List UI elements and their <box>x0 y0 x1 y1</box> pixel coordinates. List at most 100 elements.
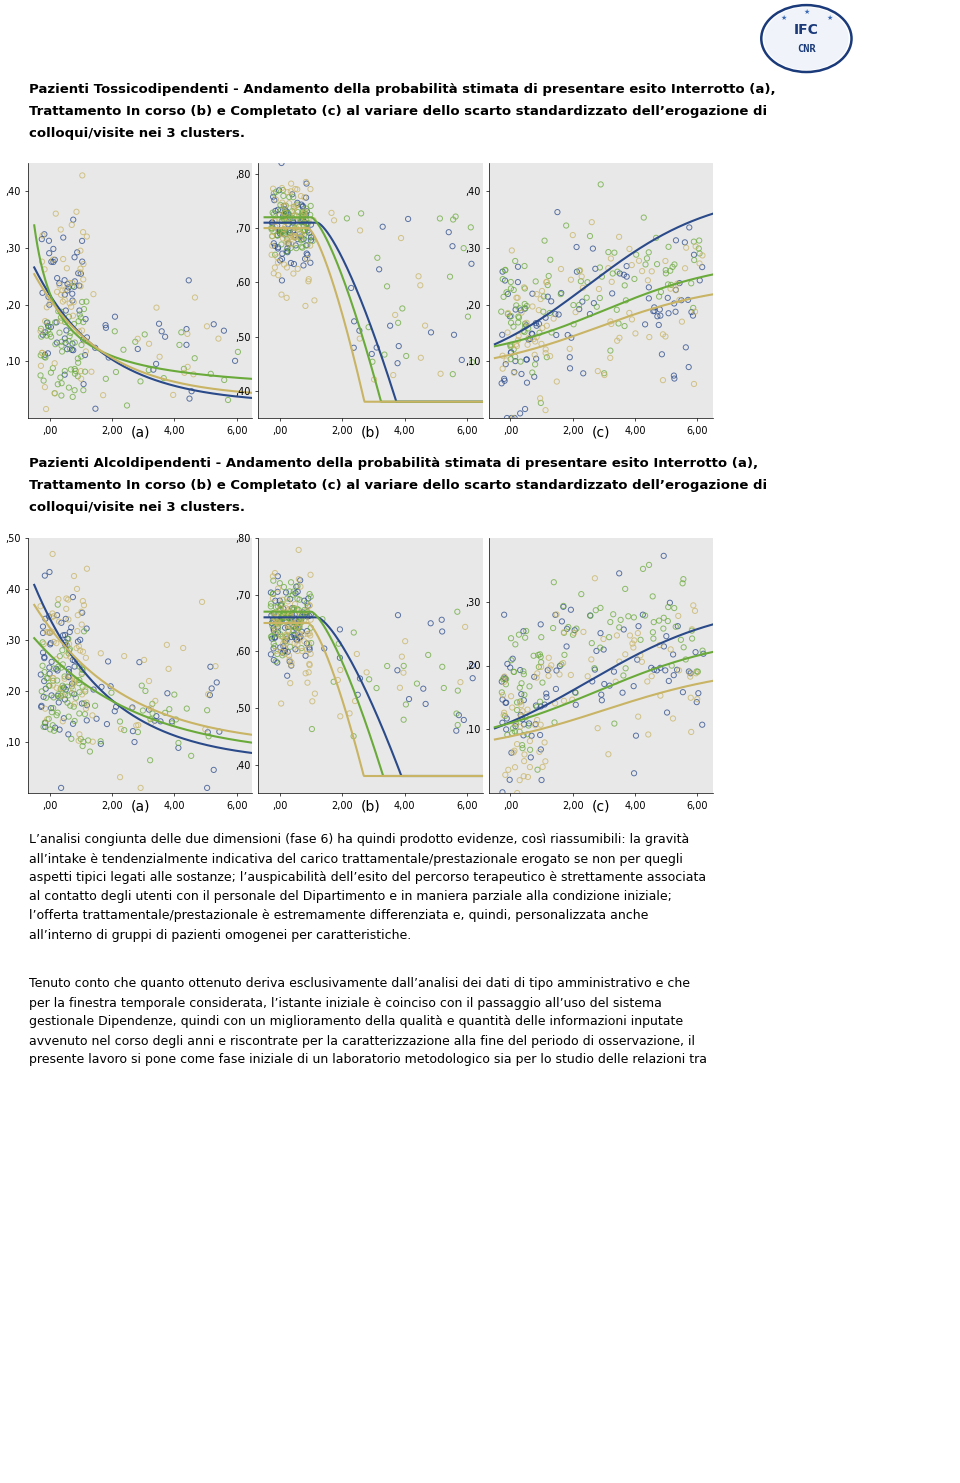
Point <box>72 722 87 746</box>
Point <box>61 375 77 399</box>
Point <box>295 196 310 219</box>
Point <box>629 243 644 267</box>
Point <box>663 273 679 297</box>
Point <box>49 669 64 693</box>
Point <box>666 363 682 387</box>
Point <box>279 200 295 224</box>
Point <box>128 329 143 353</box>
Point <box>654 343 669 366</box>
Point <box>531 655 546 679</box>
Point <box>390 351 405 375</box>
Point <box>691 228 707 252</box>
Point <box>645 584 660 608</box>
Point <box>265 200 280 224</box>
Point <box>498 691 514 715</box>
Point <box>131 713 146 737</box>
Point <box>283 605 299 629</box>
Point <box>49 632 64 655</box>
Point <box>278 240 294 264</box>
Point <box>40 666 56 690</box>
Point <box>75 601 90 624</box>
Point <box>646 627 661 651</box>
Point <box>332 647 348 670</box>
Point <box>276 194 292 218</box>
Point <box>54 283 69 307</box>
Point <box>33 344 48 368</box>
Point <box>134 673 150 697</box>
Point <box>391 604 406 627</box>
Point <box>540 658 556 682</box>
Point <box>49 331 64 354</box>
Point <box>496 285 512 308</box>
Point <box>269 610 284 633</box>
Point <box>510 286 525 310</box>
Point <box>507 719 522 743</box>
Point <box>678 257 693 280</box>
Point <box>689 690 705 713</box>
Point <box>141 332 156 356</box>
Point <box>288 233 303 257</box>
Point <box>266 581 281 605</box>
Point <box>276 604 291 627</box>
Point <box>87 337 103 360</box>
Point <box>266 636 281 660</box>
Point <box>278 624 294 648</box>
Point <box>293 607 308 630</box>
Point <box>297 589 312 612</box>
Point <box>300 212 315 236</box>
Point <box>560 323 575 347</box>
Point <box>266 185 281 209</box>
Point <box>195 590 210 614</box>
Point <box>517 397 533 421</box>
Point <box>282 672 298 696</box>
Point <box>365 350 380 374</box>
Point <box>289 629 304 653</box>
Point <box>53 366 68 390</box>
Point <box>518 618 534 642</box>
Point <box>416 676 431 700</box>
Point <box>528 270 543 294</box>
Point <box>530 707 545 731</box>
Point <box>207 654 223 678</box>
Point <box>66 672 82 696</box>
Point <box>688 234 704 258</box>
Point <box>284 596 300 620</box>
Point <box>72 274 87 298</box>
Point <box>40 285 56 308</box>
Point <box>506 314 521 338</box>
Point <box>659 624 674 648</box>
Point <box>280 181 296 205</box>
Point <box>206 313 222 337</box>
Point <box>299 604 314 627</box>
Point <box>95 383 110 406</box>
Point <box>49 310 64 334</box>
Point <box>276 218 292 242</box>
Point <box>603 310 618 334</box>
Point <box>543 654 559 678</box>
Point <box>147 709 162 733</box>
Point <box>495 267 511 291</box>
Point <box>285 598 300 621</box>
Point <box>63 727 79 750</box>
Point <box>266 181 281 205</box>
Point <box>512 297 527 320</box>
Point <box>287 222 302 246</box>
Point <box>448 719 464 743</box>
Point <box>500 282 516 305</box>
Point <box>267 601 282 624</box>
Point <box>268 639 283 663</box>
Point <box>279 286 295 310</box>
Point <box>290 574 305 598</box>
Point <box>596 362 612 386</box>
Point <box>619 254 635 277</box>
Point <box>626 636 641 660</box>
Point <box>62 663 78 687</box>
Point <box>39 666 55 690</box>
Point <box>50 658 65 682</box>
Point <box>69 240 84 264</box>
Point <box>270 580 285 604</box>
Point <box>588 257 603 280</box>
Point <box>70 620 85 644</box>
Point <box>265 581 280 605</box>
Point <box>69 636 84 660</box>
